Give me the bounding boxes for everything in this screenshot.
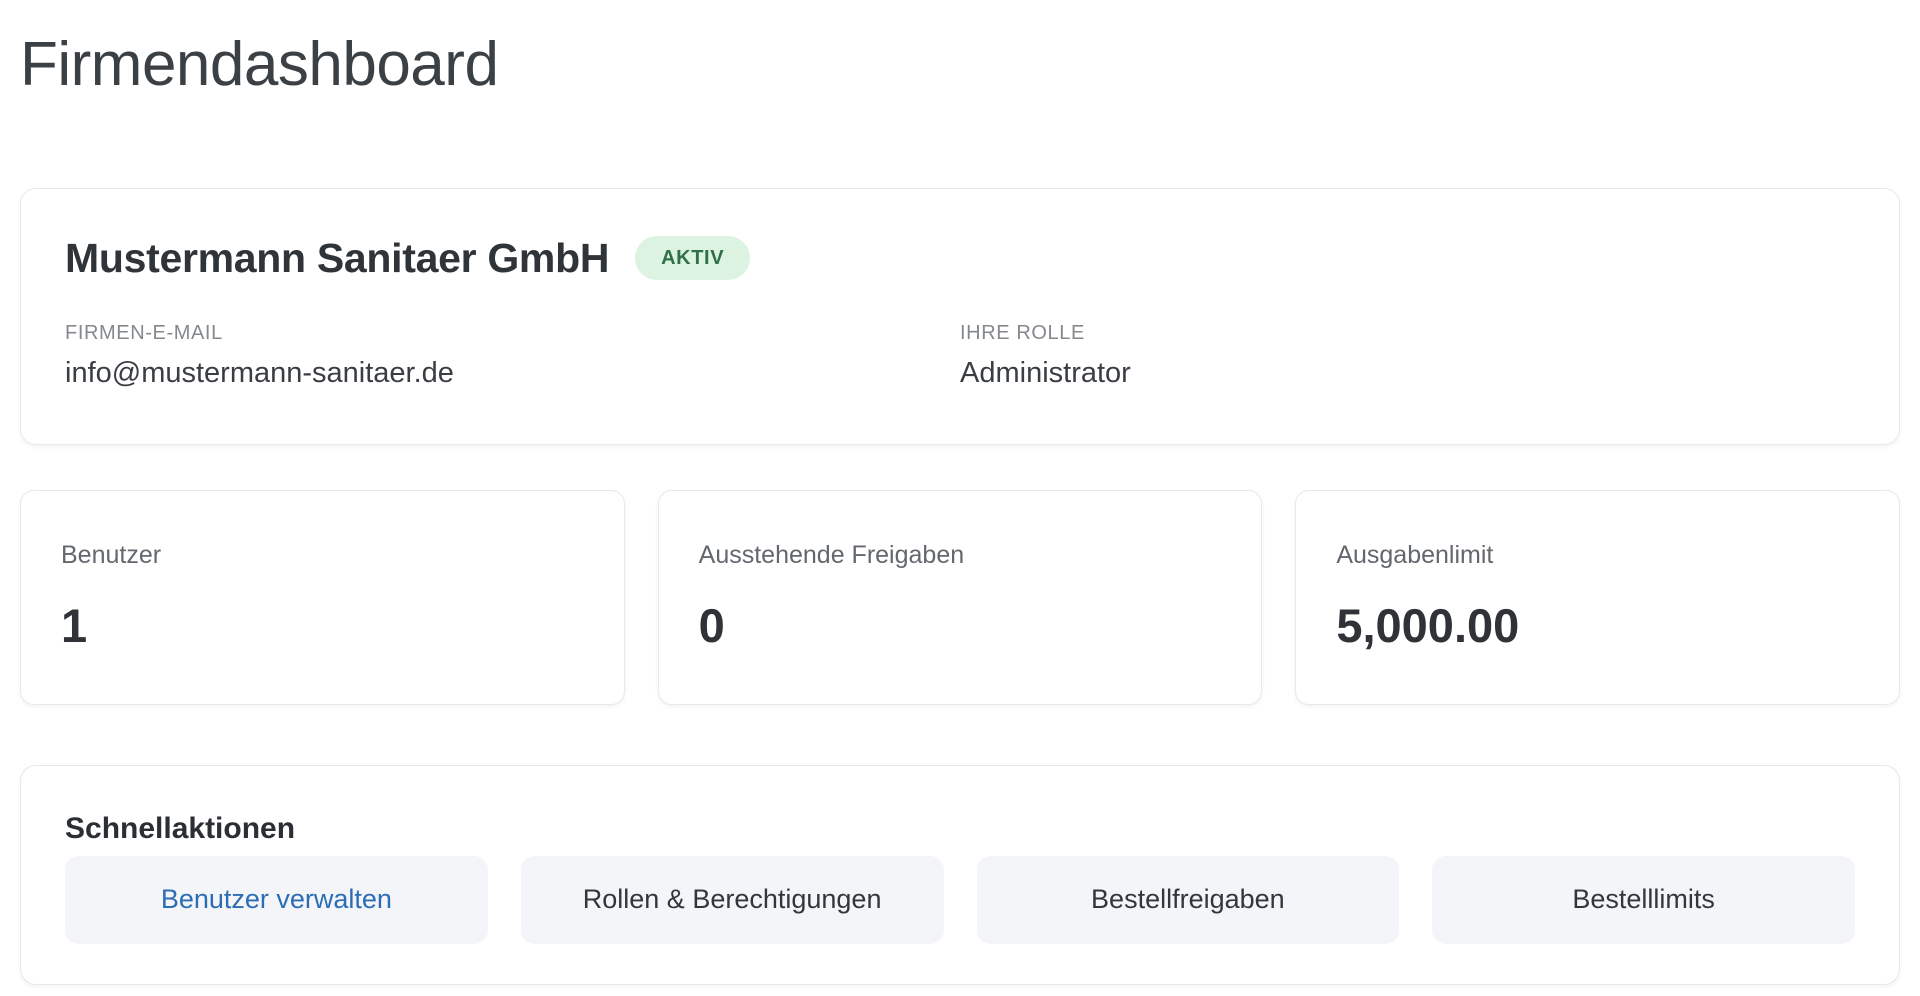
company-header: Mustermann Sanitaer GmbH AKTIV — [65, 235, 1855, 282]
company-email-value: info@mustermann-sanitaer.de — [65, 356, 454, 389]
company-email-field: FIRMEN-E-MAIL info@mustermann-sanitaer.d… — [65, 322, 960, 390]
quick-actions-title: Schnellaktionen — [65, 811, 296, 845]
company-role-value: Administrator — [960, 356, 1131, 389]
company-role-field: IHRE ROLLE Administrator — [960, 322, 1855, 390]
stat-value: 5,000.00 — [1336, 598, 1520, 652]
company-info-grid: FIRMEN-E-MAIL info@mustermann-sanitaer.d… — [65, 322, 1855, 390]
page-title: Firmendashboard — [20, 30, 499, 99]
quick-actions-row: Benutzer verwalten Rollen & Berechtigung… — [65, 855, 1855, 944]
company-email-label: FIRMEN-E-MAIL — [65, 321, 223, 344]
status-badge: AKTIV — [635, 236, 751, 280]
stat-label: Benutzer — [61, 540, 162, 569]
company-card: Mustermann Sanitaer GmbH AKTIV FIRMEN-E-… — [20, 187, 1900, 445]
stat-label: Ausstehende Freigaben — [698, 540, 965, 569]
stats-row: Benutzer 1 Ausstehende Freigaben 0 Ausga… — [20, 489, 1900, 705]
company-name: Mustermann Sanitaer GmbH — [65, 234, 610, 281]
bestellfreigaben-button[interactable]: Bestellfreigaben — [976, 855, 1400, 944]
rollen-berechtigungen-button[interactable]: Rollen & Berechtigungen — [520, 855, 944, 944]
stat-card-benutzer: Benutzer 1 — [20, 489, 625, 705]
stat-card-ausstehende-freigaben: Ausstehende Freigaben 0 — [657, 489, 1263, 705]
benutzer-verwalten-button[interactable]: Benutzer verwalten — [65, 855, 488, 944]
stat-card-ausgabenlimit: Ausgabenlimit 5,000.00 — [1295, 489, 1900, 705]
bestelllimits-button[interactable]: Bestelllimits — [1432, 855, 1855, 944]
quick-actions-card: Schnellaktionen Benutzer verwalten Rolle… — [20, 764, 1900, 985]
company-role-label: IHRE ROLLE — [960, 321, 1085, 344]
stat-value: 1 — [61, 598, 88, 652]
stat-value: 0 — [698, 598, 725, 652]
stat-label: Ausgabenlimit — [1336, 540, 1494, 569]
